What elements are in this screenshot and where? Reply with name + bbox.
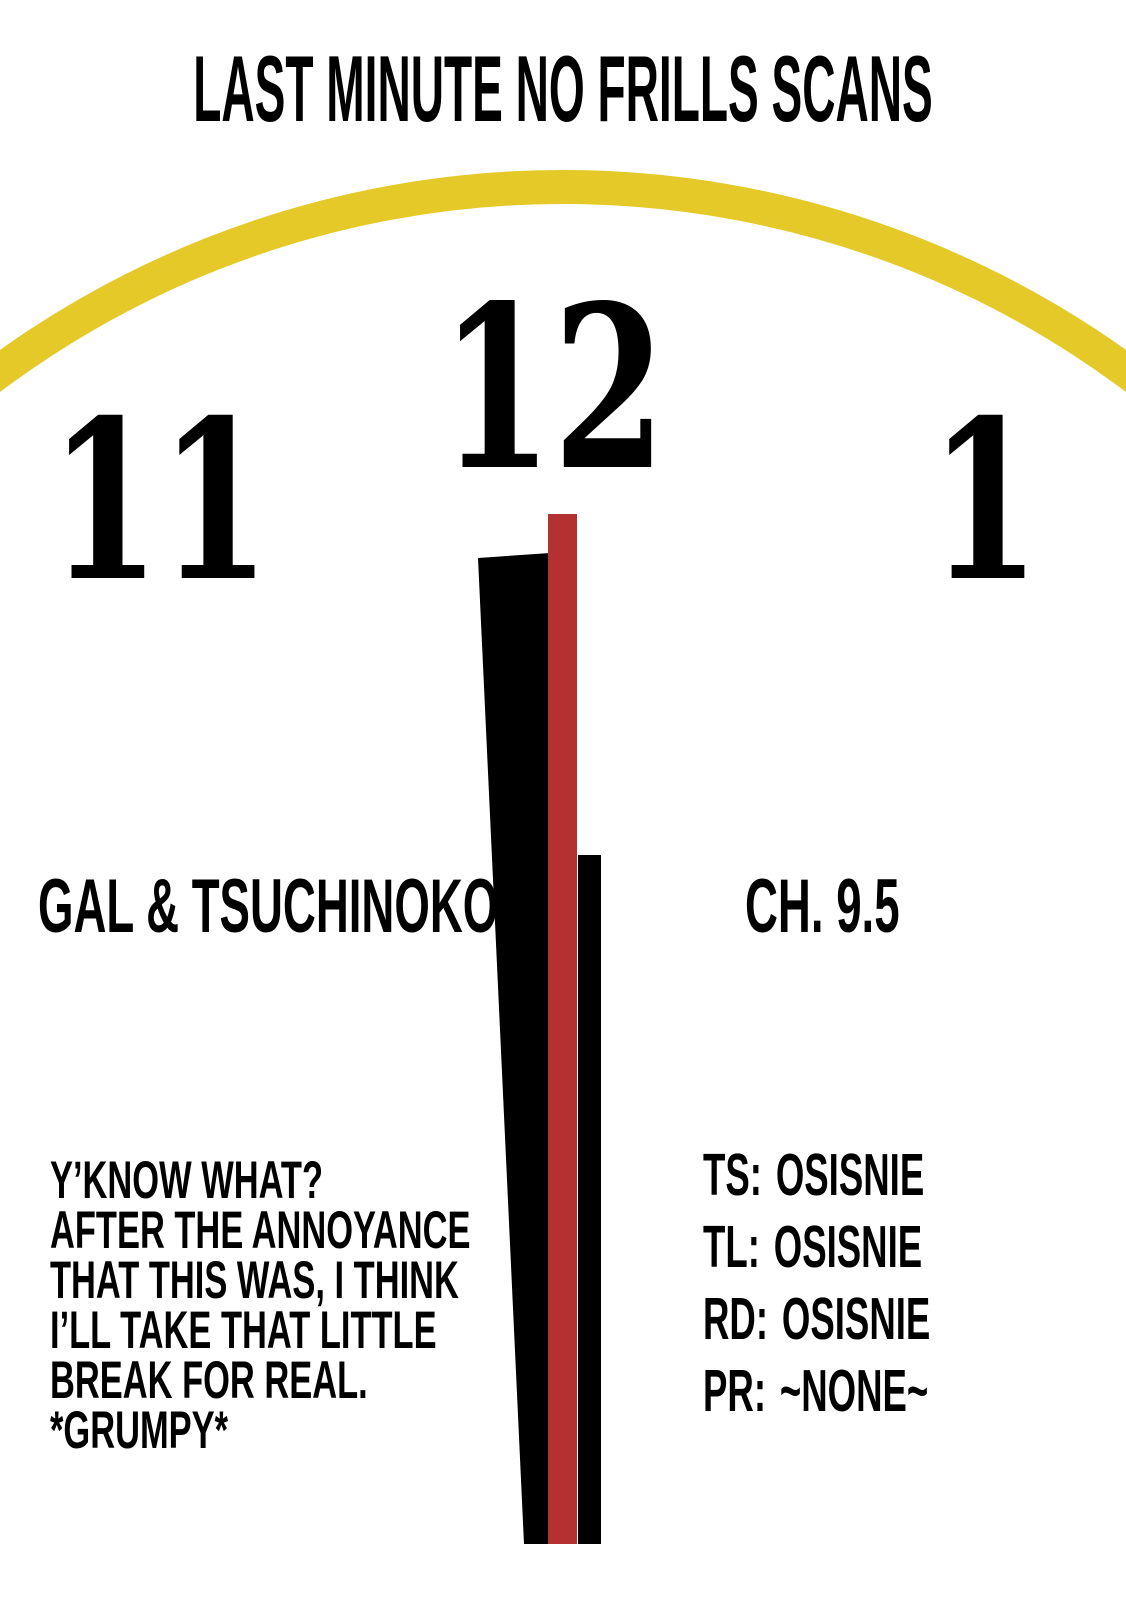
note-line: THAT THIS WAS, I THINK — [50, 1251, 459, 1310]
staff-credits: TS: OSISNIE TL: OSISNIE RD: OSISNIE PR: ~NON… — [703, 1139, 930, 1427]
credit-role: TS: — [703, 1142, 762, 1208]
credit-role: RD: — [703, 1286, 769, 1352]
credit-row: RD: OSISNIE — [703, 1283, 930, 1355]
credit-row: TS: OSISNIE — [703, 1139, 930, 1211]
credit-row: PR: ~NONE~ — [703, 1355, 930, 1427]
note-line: Y’KNOW WHAT? — [50, 1151, 323, 1210]
minute-hand — [478, 553, 550, 1544]
credit-row: TL: OSISNIE — [703, 1211, 930, 1283]
note-line: I’LL TAKE THAT LITTLE — [50, 1301, 437, 1360]
chapter-number: CH. 9.5 — [745, 864, 900, 949]
credit-person: OSISNIE — [775, 1142, 925, 1208]
note-line: *GRUMPY* — [50, 1401, 229, 1460]
credit-role: PR: — [703, 1358, 766, 1424]
hour-hand — [578, 855, 601, 1544]
credit-person: OSISNIE — [773, 1214, 923, 1280]
clock-numeral-11: 11 — [49, 371, 271, 630]
page-title: LAST MINUTE NO FRILLS SCANS — [193, 36, 933, 141]
series-title: GAL & TSUCHINOKO — [38, 864, 499, 949]
credit-person: OSISNIE — [781, 1286, 931, 1352]
note-line: BREAK FOR REAL. — [50, 1351, 368, 1410]
clock-rim-arc — [0, 170, 1126, 393]
note-line: AFTER THE ANNOYANCE — [50, 1201, 471, 1260]
credit-role: TL: — [703, 1214, 760, 1280]
clock-numeral-12: 12 — [440, 257, 666, 521]
clock-numeral-1: 1 — [929, 371, 1041, 630]
credit-person: ~NONE~ — [779, 1358, 929, 1424]
second-hand — [548, 514, 577, 1544]
translator-note: Y’KNOW WHAT? AFTER THE ANNOYANCE THAT TH… — [50, 1151, 471, 1460]
